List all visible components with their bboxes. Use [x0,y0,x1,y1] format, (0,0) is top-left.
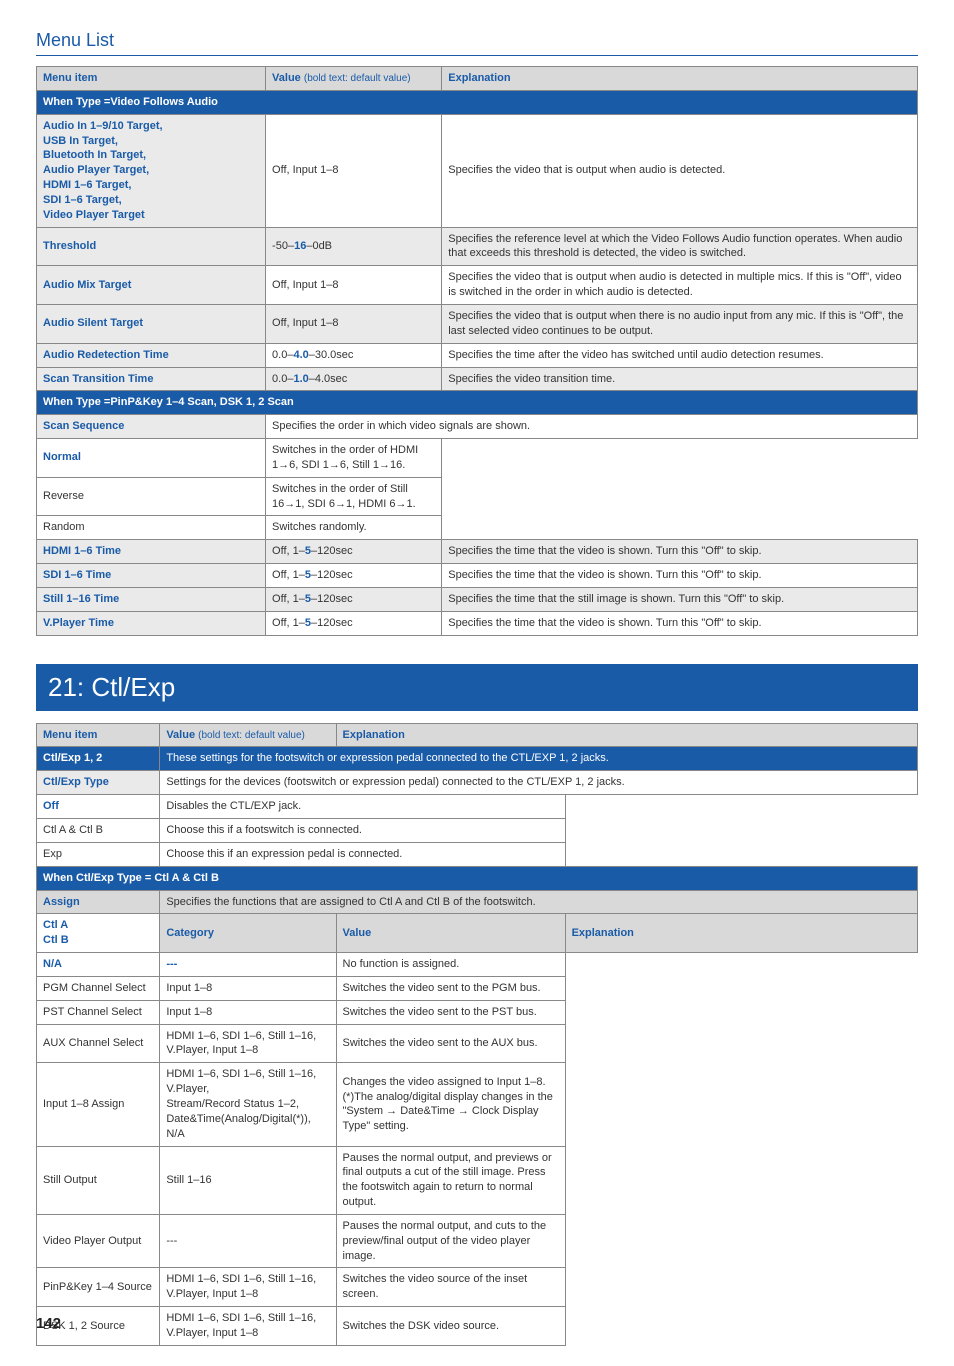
value-cell: --- [160,1214,336,1268]
section-pinp-scan: When Type =PinP&Key 1–4 Scan, DSK 1, 2 S… [37,391,918,415]
hdr2-value: Value (bold text: default value) [160,723,336,747]
value-cell: Input 1–8 [160,976,336,1000]
value-cell: Off, 1–5–120sec [266,564,442,588]
category-cell: PST Channel Select [37,1000,160,1024]
exp-cell: Specifies the time that the video is sho… [442,564,918,588]
category-cell: Still Output [37,1146,160,1214]
value-cell: Off, 1–5–120sec [266,611,442,635]
hdr-menu: Menu item [37,67,266,91]
category-cell: N/A [37,953,160,977]
hdr-exp: Explanation [442,67,918,91]
category-cell: AUX Channel Select [37,1024,160,1063]
ctlexp12-exp: These settings for the footswitch or exp… [160,747,918,771]
hdr2-menu: Menu item [37,723,160,747]
exp-cell: Pauses the normal output, and previews o… [336,1146,565,1214]
exp-cell: Specifies the time after the video has s… [442,343,918,367]
cat-hdr-cat: Category [160,914,336,953]
menu-item-cell: SDI 1–6 Time [37,564,266,588]
value-cell: Off, Input 1–8 [266,304,442,343]
ctl-type-value: Ctl A & Ctl B [37,819,160,843]
cat-hdr-val: Value [336,914,565,953]
ctl-a-b-item: Ctl A Ctl B [37,914,160,953]
scan-exp-cell: Switches in the order of Still 16→1, SDI… [266,477,442,516]
menu-item-cell: HDMI 1–6 Time [37,540,266,564]
exp-cell: Pauses the normal output, and cuts to th… [336,1214,565,1268]
value-cell: HDMI 1–6, SDI 1–6, Still 1–16, V.Player,… [160,1024,336,1063]
when-ctl-type: When Ctl/Exp Type = Ctl A & Ctl B [37,866,918,890]
ctl-type-exp: Choose this if an expression pedal is co… [160,842,565,866]
scan-exp-cell: Switches randomly. [266,516,442,540]
category-cell: PinP&Key 1–4 Source [37,1268,160,1307]
value-cell: HDMI 1–6, SDI 1–6, Still 1–16, V.Player,… [160,1063,336,1146]
page-number: 142 [36,1315,61,1332]
exp-cell: Specifies the time that the still image … [442,587,918,611]
category-cell: PGM Channel Select [37,976,160,1000]
scan-exp-cell: Switches in the order of HDMI 1→6, SDI 1… [266,439,442,478]
menu-item-cell: Audio Silent Target [37,304,266,343]
exp-cell: Specifies the video transition time. [442,367,918,391]
exp-cell: Specifies the video that is output when … [442,304,918,343]
section-21-ctl-exp: 21: Ctl/Exp [36,664,918,711]
hdr2-exp: Explanation [336,723,917,747]
scan-value-cell: Reverse [37,477,266,516]
value-cell: HDMI 1–6, SDI 1–6, Still 1–16, V.Player,… [160,1268,336,1307]
exp-cell: Switches the video sent to the PST bus. [336,1000,565,1024]
exp-cell: Specifies the time that the video is sho… [442,611,918,635]
hdr-value: Value (bold text: default value) [266,67,442,91]
menu-item-cell: V.Player Time [37,611,266,635]
exp-cell: Switches the video source of the inset s… [336,1268,565,1307]
page-title: Menu List [36,30,918,56]
category-cell: Video Player Output [37,1214,160,1268]
exp-cell: Specifies the time that the video is sho… [442,540,918,564]
value-cell: --- [160,953,336,977]
value-cell: Off, Input 1–8 [266,114,442,227]
scan-sequence-span: Specifies the order in which video signa… [266,415,918,439]
value-cell: Still 1–16 [160,1146,336,1214]
exp-cell: Changes the video assigned to Input 1–8.… [336,1063,565,1146]
value-cell: Off, 1–5–120sec [266,540,442,564]
exp-cell: Switches the DSK video source. [336,1307,565,1346]
menu-item-cell: Threshold [37,227,266,266]
value-cell: Input 1–8 [160,1000,336,1024]
table2-header-row: Menu item Value (bold text: default valu… [37,723,918,747]
table-header-row: Menu item Value (bold text: default valu… [37,67,918,91]
ctl-type-value: Exp [37,842,160,866]
table-1: Menu item Value (bold text: default valu… [36,66,918,636]
value-cell: Off, Input 1–8 [266,266,442,305]
menu-item-cell: Audio Redetection Time [37,343,266,367]
exp-cell: Specifies the video that is output when … [442,266,918,305]
ctl-type-value: Off [37,795,160,819]
assign-exp: Specifies the functions that are assigne… [160,890,918,914]
exp-cell: Switches the video sent to the PGM bus. [336,976,565,1000]
assign-item: Assign [37,890,160,914]
scan-value-cell: Random [37,516,266,540]
ctl-exp-type-span: Settings for the devices (footswitch or … [160,771,918,795]
ctl-type-exp: Choose this if a footswitch is connected… [160,819,565,843]
value-cell: -50–16–0dB [266,227,442,266]
value-cell: HDMI 1–6, SDI 1–6, Still 1–16, V.Player,… [160,1307,336,1346]
exp-cell: Switches the video sent to the AUX bus. [336,1024,565,1063]
value-cell: 0.0–1.0–4.0sec [266,367,442,391]
menu-item-cell: Audio Mix Target [37,266,266,305]
value-cell: 0.0–4.0–30.0sec [266,343,442,367]
menu-item-cell: Still 1–16 Time [37,587,266,611]
ctl-type-exp: Disables the CTL/EXP jack. [160,795,565,819]
table-2: Menu item Value (bold text: default valu… [36,723,918,1346]
scan-sequence-item: Scan Sequence [37,415,266,439]
exp-cell: Specifies the video that is output when … [442,114,918,227]
ctlexp12-item: Ctl/Exp 1, 2 [37,747,160,771]
exp-cell: No function is assigned. [336,953,565,977]
ctl-exp-type-item: Ctl/Exp Type [37,771,160,795]
scan-value-cell: Normal [37,439,266,478]
menu-item-cell: Audio In 1–9/10 Target, USB In Target, B… [37,114,266,227]
cat-hdr-exp: Explanation [565,914,917,953]
category-cell: Input 1–8 Assign [37,1063,160,1146]
menu-item-cell: Scan Transition Time [37,367,266,391]
section-when-video-follows: When Type =Video Follows Audio [37,90,918,114]
exp-cell: Specifies the reference level at which t… [442,227,918,266]
value-cell: Off, 1–5–120sec [266,587,442,611]
